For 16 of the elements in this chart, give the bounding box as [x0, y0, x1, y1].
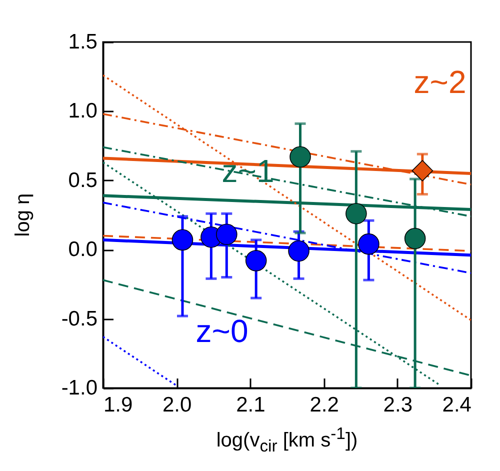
y-tick-label: 1.5: [68, 30, 98, 54]
x-tick-label: 1.9: [104, 394, 133, 416]
y-axis-title: log η: [12, 193, 34, 237]
y-tick-label: 0.5: [68, 168, 98, 192]
y-tick-label: 0.0: [68, 238, 98, 262]
y-tick-label: -1.0: [61, 376, 98, 400]
annotation: z~2: [414, 64, 466, 100]
y-tick-label: 1.0: [68, 100, 98, 123]
x-axis-title: log(v$_{cir}$ [km s$^{-1}$]): [215, 424, 359, 457]
y-tick-label: -0.5: [61, 307, 98, 330]
x-tick-label: 2.3: [383, 394, 412, 416]
annotation: z~0: [196, 313, 248, 349]
x-tick-label: 2.0: [162, 394, 192, 416]
x-tick-label: 2.4: [442, 394, 472, 416]
x-tick-label: 2.2: [310, 394, 339, 416]
x-tick-label: 2.1: [236, 394, 266, 416]
